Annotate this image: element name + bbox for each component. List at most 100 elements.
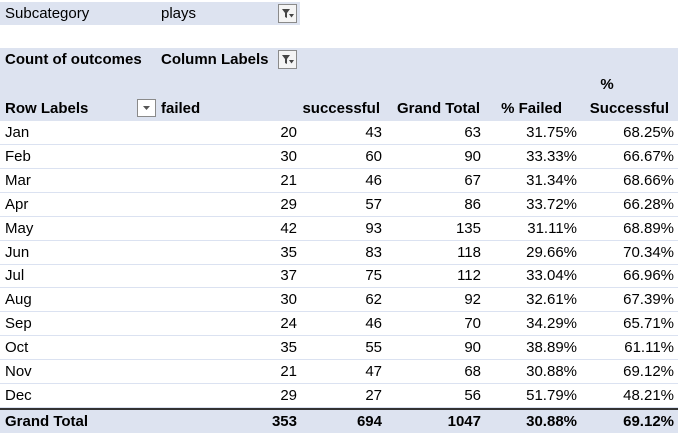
values-caption: Count of outcomes (5, 51, 142, 68)
cell-successful: 47 (365, 363, 382, 380)
cell-pct-failed: 31.11% (527, 219, 577, 237)
cell-grand-total: 63 (464, 124, 481, 141)
grand-total-total: 1047 (447, 413, 481, 430)
cell-successful: 60 (365, 147, 382, 165)
grand-total-label: Grand Total (5, 413, 89, 430)
col-header-successful: successful (302, 100, 380, 117)
filter-value: plays (161, 5, 197, 22)
row-label: Dec (5, 386, 32, 404)
cell-grand-total: 70 (464, 315, 481, 333)
pivot-header-row: Row Labels failed successful Grand Total… (0, 72, 678, 121)
table-row: Nov 21 47 68 30.88% 69.12% (0, 360, 678, 384)
grand-total-pct-failed: 30.88% (526, 413, 577, 430)
row-label: Feb (5, 147, 31, 165)
row-label: Sep (5, 315, 32, 333)
table-row: Oct 35 55 90 38.89% 61.11% (0, 336, 678, 361)
cell-pct-successful: 48.21% (623, 386, 674, 404)
row-label: Apr (5, 195, 29, 213)
table-row: Apr 29 57 86 33.72% 66.28% (0, 193, 678, 217)
filter-funnel-icon (282, 9, 294, 18)
cell-successful: 75 (365, 267, 382, 285)
cell-pct-successful: 67.39% (623, 291, 674, 309)
table-row: Jul 37 75 112 33.04% 66.96% (0, 264, 678, 289)
cell-grand-total: 92 (464, 291, 481, 309)
cell-successful: 27 (365, 386, 382, 404)
table-row: Aug 30 62 92 32.61% 67.39% (0, 288, 678, 313)
cell-successful: 93 (365, 219, 382, 237)
row-labels-dropdown[interactable] (137, 99, 156, 117)
row-label: Aug (5, 291, 32, 309)
cell-failed: 42 (280, 219, 297, 237)
cell-grand-total: 118 (457, 243, 481, 261)
col-header-pct-successful-line2: Successful (589, 100, 669, 117)
table-row: Mar 21 46 67 31.34% 68.66% (0, 169, 678, 193)
col-header-pct-successful-line1: % (600, 76, 614, 93)
cell-failed: 30 (280, 291, 297, 309)
cell-pct-successful: 65.71% (623, 315, 674, 333)
cell-pct-failed: 38.89% (526, 339, 577, 357)
cell-pct-successful: 66.28% (623, 195, 674, 213)
row-label: Jun (5, 243, 30, 261)
column-labels-caption: Column Labels (161, 51, 269, 68)
cell-pct-failed: 33.33% (526, 147, 577, 165)
grand-total-pct-successful: 69.12% (623, 413, 674, 430)
cell-successful: 57 (365, 195, 382, 213)
filter-funnel-icon (282, 55, 294, 64)
cell-pct-successful: 68.66% (623, 171, 674, 189)
column-labels-filter-button[interactable] (278, 50, 297, 69)
cell-pct-failed: 33.72% (526, 195, 577, 213)
cell-grand-total: 86 (464, 195, 481, 213)
row-label: Jan (5, 124, 30, 141)
cell-grand-total: 67 (464, 171, 481, 189)
cell-failed: 21 (280, 171, 297, 189)
cell-pct-failed: 30.88% (526, 363, 577, 380)
cell-pct-successful: 68.25% (623, 124, 674, 141)
row-label: Oct (5, 339, 29, 357)
cell-successful: 46 (365, 315, 382, 333)
cell-pct-failed: 34.29% (526, 315, 577, 333)
pivot-caption-row: Count of outcomes Column Labels (0, 48, 678, 72)
cell-failed: 29 (280, 386, 297, 404)
cell-failed: 20 (280, 124, 297, 141)
cell-grand-total: 112 (457, 267, 481, 285)
row-label: May (5, 219, 34, 237)
table-row: Sep 24 46 70 34.29% 65.71% (0, 312, 678, 337)
cell-failed: 35 (280, 243, 297, 261)
col-header-failed: failed (161, 100, 201, 117)
grand-total-failed: 353 (271, 413, 297, 430)
cell-pct-successful: 66.96% (623, 267, 674, 285)
grand-total-successful: 694 (356, 413, 382, 430)
table-row: Jan 20 43 63 31.75% 68.25% (0, 121, 678, 145)
cell-grand-total: 56 (464, 386, 481, 404)
cell-pct-successful: 61.11% (624, 339, 674, 357)
cell-grand-total: 135 (455, 219, 481, 237)
subcategory-filter-button[interactable] (278, 4, 297, 23)
cell-pct-failed: 31.75% (526, 124, 577, 141)
cell-pct-failed: 51.79% (526, 386, 577, 404)
cell-pct-successful: 70.34% (623, 243, 674, 261)
cell-failed: 24 (280, 315, 297, 333)
table-row: Jun 35 83 118 29.66% 70.34% (0, 241, 678, 265)
cell-successful: 83 (365, 243, 382, 261)
grand-total-row: Grand Total 353 694 1047 30.88% 69.12% (0, 408, 678, 433)
cell-failed: 35 (280, 339, 297, 357)
cell-grand-total: 90 (464, 339, 481, 357)
table-row: Feb 30 60 90 33.33% 66.67% (0, 145, 678, 169)
table-row: May 42 93 135 31.11% 68.89% (0, 217, 678, 241)
cell-failed: 30 (280, 147, 297, 165)
cell-successful: 43 (365, 124, 382, 141)
cell-failed: 37 (280, 267, 297, 285)
report-filter: Subcategory plays (0, 2, 300, 25)
cell-pct-successful: 68.89% (623, 219, 674, 237)
cell-successful: 55 (365, 339, 382, 357)
cell-failed: 21 (280, 363, 297, 380)
col-header-grand-total: Grand Total (396, 100, 480, 117)
row-label: Nov (5, 363, 32, 380)
cell-pct-successful: 66.67% (623, 147, 674, 165)
cell-pct-successful: 69.12% (623, 363, 674, 380)
cell-pct-failed: 32.61% (526, 291, 577, 309)
cell-grand-total: 90 (464, 147, 481, 165)
cell-successful: 46 (365, 171, 382, 189)
col-header-pct-failed: % Failed (501, 100, 562, 117)
cell-failed: 29 (280, 195, 297, 213)
